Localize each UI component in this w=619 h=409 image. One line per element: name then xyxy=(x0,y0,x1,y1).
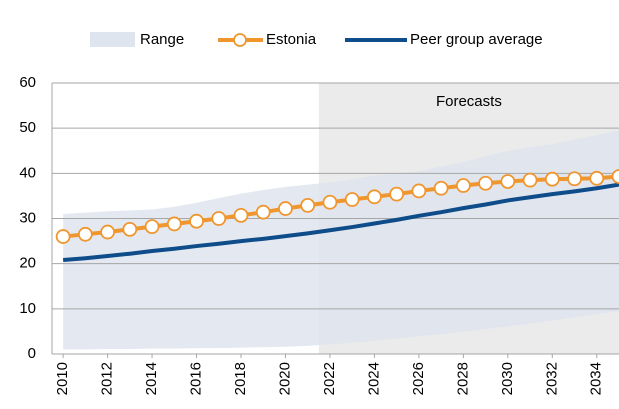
x-tick-label: 2020 xyxy=(276,362,293,395)
y-tick-label: 0 xyxy=(28,345,36,362)
estonia-marker xyxy=(478,175,493,191)
estonia-marker xyxy=(166,216,182,232)
estonia-marker xyxy=(255,204,271,220)
estonia-marker xyxy=(500,174,516,189)
x-tick-label: 2024 xyxy=(365,362,382,395)
estonia-marker xyxy=(567,171,582,187)
y-tick-label: 30 xyxy=(19,209,36,226)
estonia-marker xyxy=(367,189,382,205)
estonia-marker xyxy=(411,183,427,199)
estonia-marker xyxy=(233,207,249,223)
x-tick-label: 2010 xyxy=(54,362,71,395)
legend-label: Range xyxy=(140,31,184,48)
x-tick-label: 2016 xyxy=(187,362,204,395)
legend-swatch xyxy=(90,32,135,47)
estonia-marker xyxy=(211,211,227,226)
y-tick-label: 60 xyxy=(19,74,36,91)
x-tick-label: 2034 xyxy=(588,362,605,395)
x-tick-label: 2032 xyxy=(543,362,560,395)
y-tick-label: 40 xyxy=(19,164,36,181)
estonia-marker xyxy=(455,178,471,193)
estonia-marker xyxy=(189,213,204,229)
x-tick-label: 2026 xyxy=(410,362,427,395)
estonia-marker xyxy=(433,180,449,196)
estonia-marker xyxy=(122,221,138,237)
estonia-marker xyxy=(544,171,560,187)
y-tick-label: 20 xyxy=(19,255,36,272)
legend-label: Peer group average xyxy=(410,31,543,48)
estonia-marker xyxy=(77,226,93,242)
estonia-marker xyxy=(100,224,115,240)
estonia-marker xyxy=(278,201,293,216)
y-tick-label: 50 xyxy=(19,119,36,136)
estonia-marker xyxy=(344,192,360,207)
legend-label: Estonia xyxy=(266,31,317,48)
x-tick-label: 2012 xyxy=(99,362,116,395)
x-tick-label: 2028 xyxy=(454,362,471,395)
estonia-marker xyxy=(389,186,405,202)
estonia-marker xyxy=(300,198,316,213)
legend-swatch xyxy=(233,33,247,47)
forecast-label: Forecasts xyxy=(436,93,502,110)
x-tick-label: 2014 xyxy=(143,362,160,395)
x-tick-label: 2030 xyxy=(499,362,516,395)
x-tick-label: 2018 xyxy=(232,362,249,395)
estonia-marker xyxy=(144,219,160,235)
x-tick-label: 2022 xyxy=(321,362,338,395)
peer-line xyxy=(62,182,619,263)
y-tick-label: 10 xyxy=(19,300,36,317)
estonia-marker xyxy=(589,170,605,186)
estonia-marker xyxy=(55,229,71,244)
estonia-marker xyxy=(611,169,619,184)
estonia-marker xyxy=(322,194,338,210)
estonia-marker xyxy=(522,172,538,188)
